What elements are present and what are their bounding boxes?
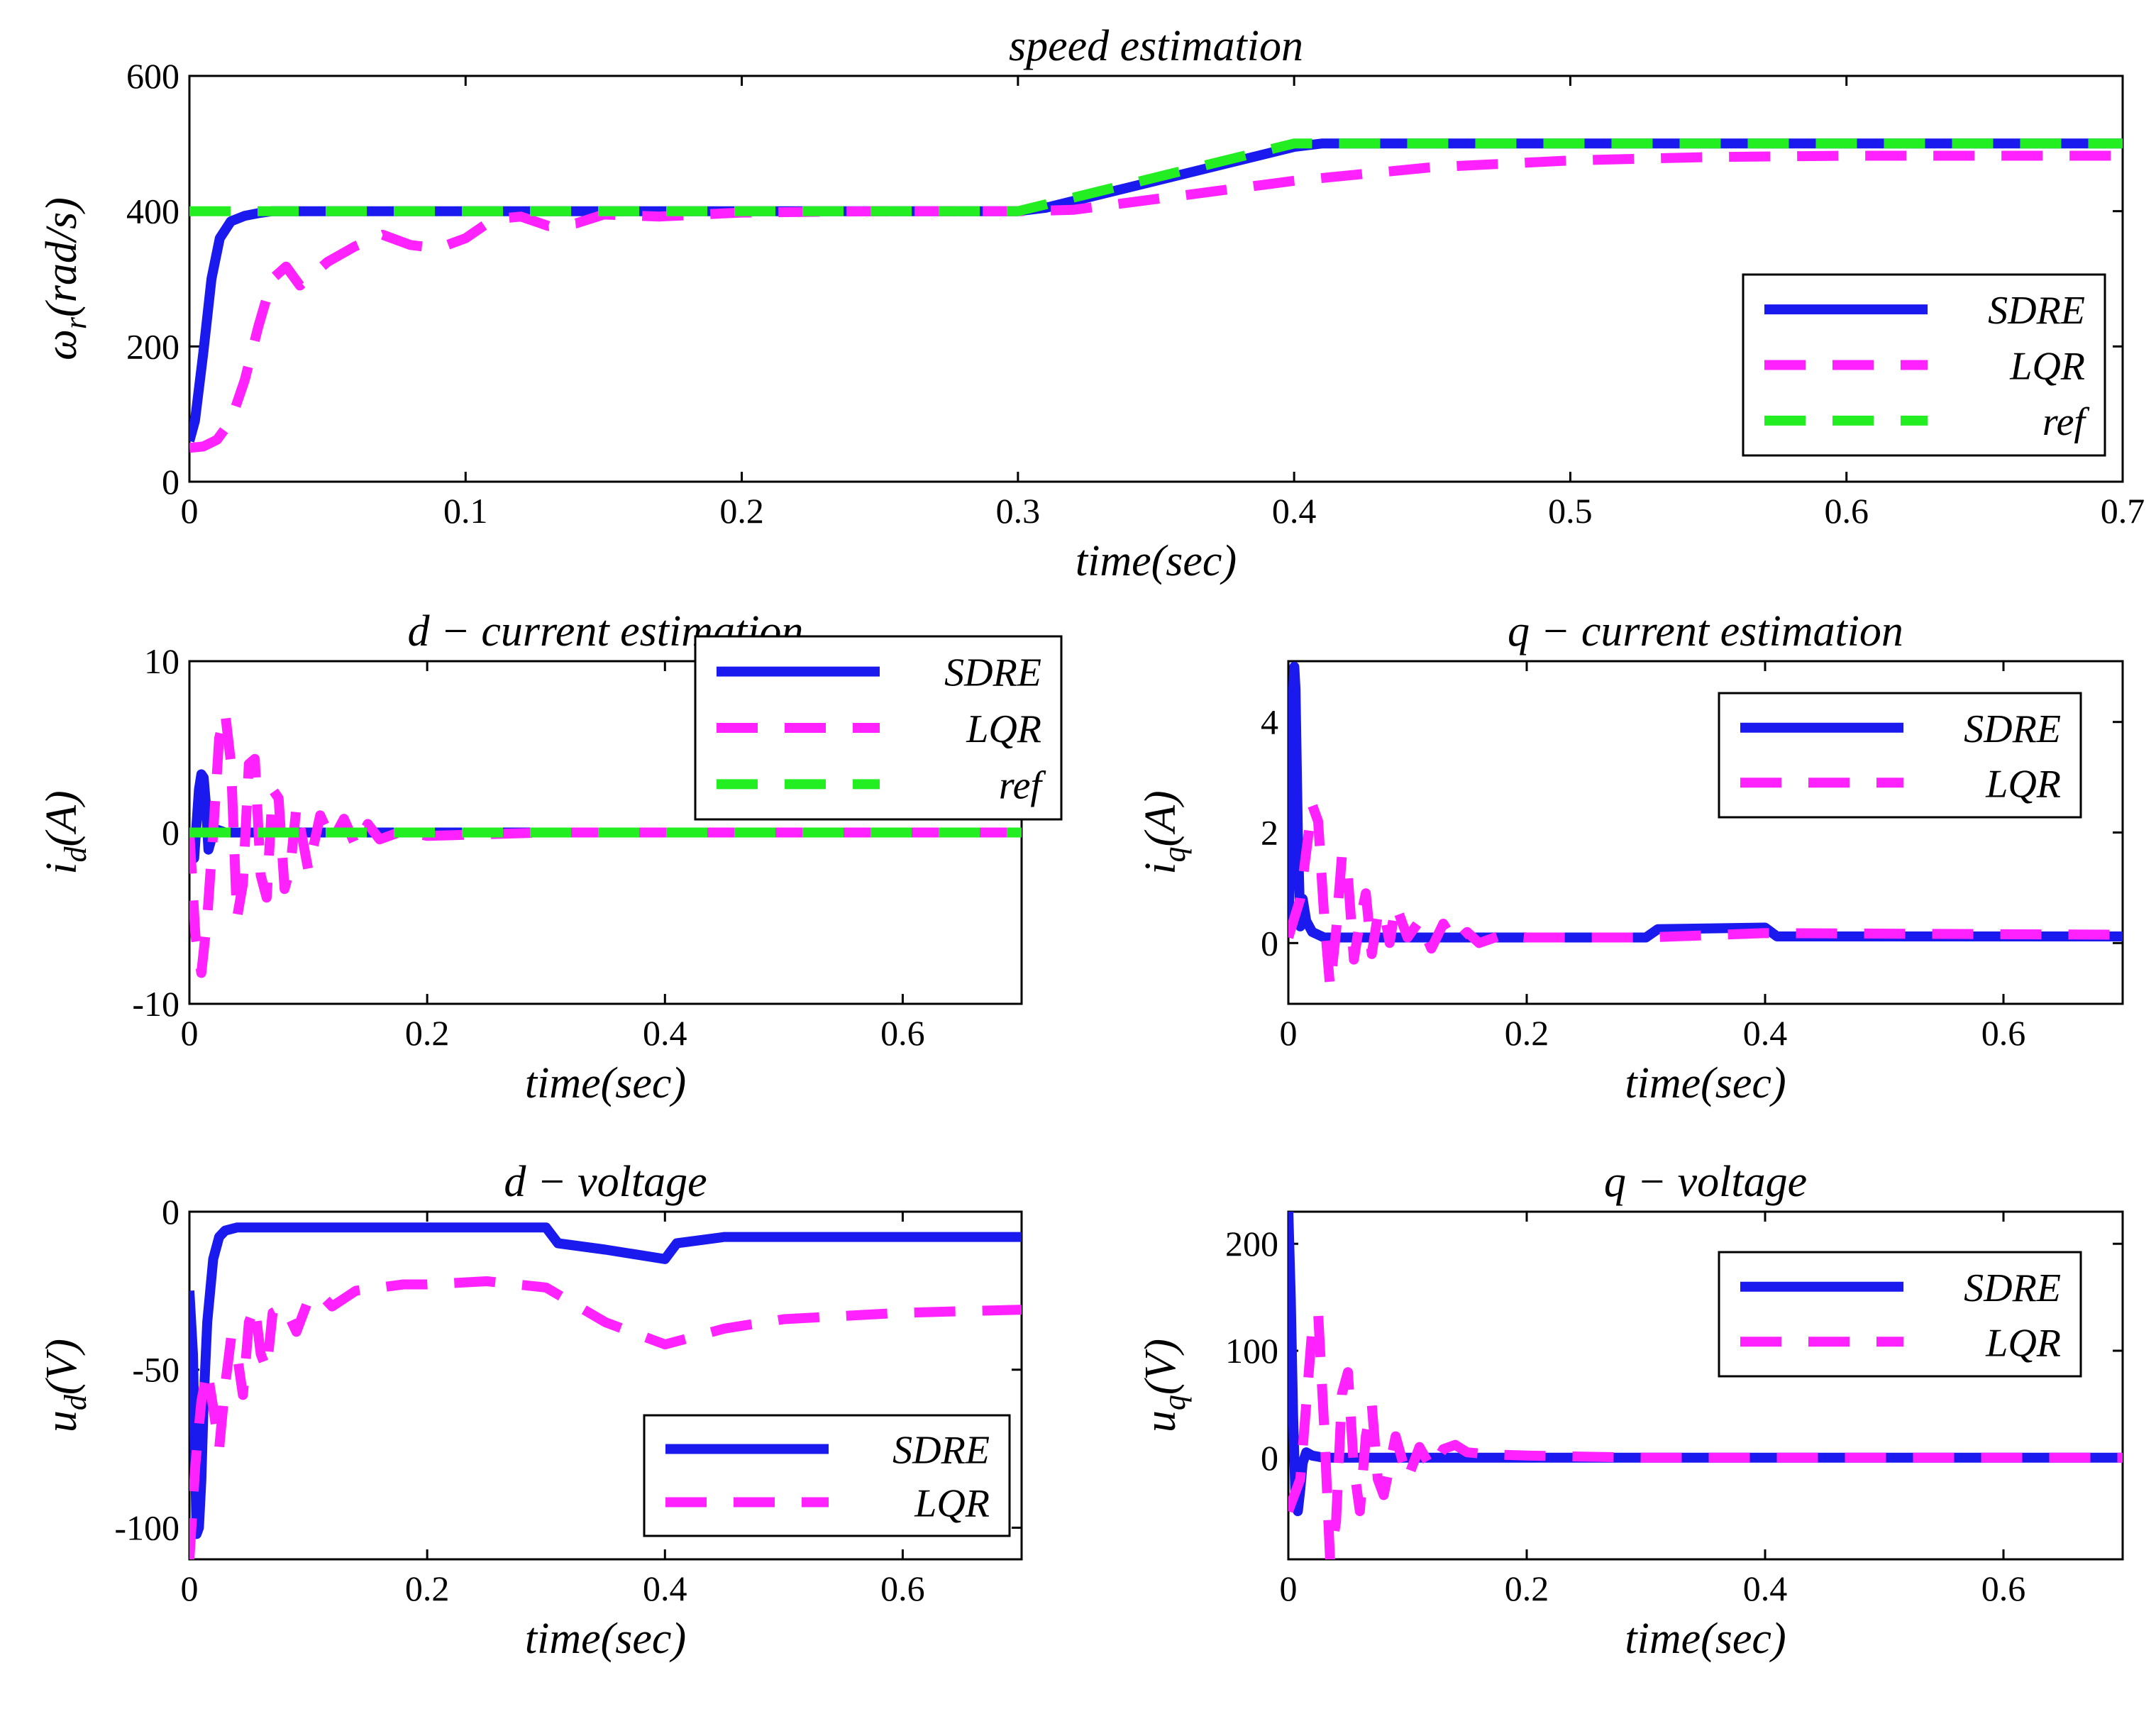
- y-tick-label: -100: [114, 1508, 179, 1547]
- y-axis-label: uq(V): [1137, 1339, 1192, 1432]
- y-axis-label: iq(A): [1137, 790, 1192, 874]
- legend-label-sdre: SDRE: [1988, 289, 2085, 333]
- y-tick-label: 0: [162, 813, 179, 853]
- x-tick-label: 0.1: [443, 491, 488, 531]
- y-tick-label: 200: [1225, 1224, 1278, 1263]
- x-tick-label: 0.6: [880, 1013, 925, 1053]
- y-tick-label: 0: [1261, 1438, 1278, 1478]
- x-tick-label: 0.4: [643, 1013, 687, 1053]
- y-tick-label: 0: [162, 1192, 179, 1232]
- legend-label-sdre: SDRE: [944, 651, 1041, 695]
- x-tick-label: 0.6: [880, 1569, 925, 1608]
- x-tick-label: 0.2: [405, 1569, 450, 1608]
- chart-title: q − voltage: [1604, 1158, 1807, 1206]
- series-line-lqr: [1288, 1308, 2123, 1559]
- series-line-lqr: [189, 1276, 1022, 1559]
- x-tick-label: 0.2: [1505, 1013, 1549, 1053]
- series-line-sdre: [1288, 661, 2123, 943]
- y-tick-label: 200: [126, 326, 179, 366]
- y-tick-label: -50: [132, 1350, 179, 1390]
- series-line-lqr: [189, 707, 1022, 978]
- chart-title: speed estimation: [1009, 22, 1303, 70]
- x-axis-label: time(sec): [525, 1615, 686, 1663]
- panel-speed-estimation: 0 0.1 0.2 0.3 0.4 0.5 0.6 0.7 0 200 400 600 speed es…: [38, 22, 2145, 585]
- legend-label-ref: ref: [2042, 400, 2091, 444]
- chart-title: q − current estimation: [1508, 607, 1903, 656]
- x-tick-label: 0: [181, 1013, 199, 1053]
- legend-box: [1718, 1251, 2082, 1378]
- y-tick-label: 2: [1261, 813, 1278, 853]
- legend-label-lqr: LQR: [1985, 1321, 2061, 1365]
- legend-label-sdre: SDRE: [1964, 1266, 2061, 1310]
- legend-box: [643, 1414, 1011, 1537]
- series-line-lqr: [1288, 800, 2123, 992]
- x-axis-label: time(sec): [1625, 1059, 1786, 1107]
- x-tick-label: 0.6: [1981, 1013, 2026, 1053]
- legend-label-lqr: LQR: [966, 707, 1041, 751]
- legend-label-lqr: LQR: [914, 1482, 990, 1526]
- x-tick-label: 0.4: [1743, 1013, 1788, 1053]
- series-line-ref: [189, 138, 2123, 216]
- y-tick-label: 0: [162, 462, 179, 502]
- x-tick-label: 0.6: [1981, 1569, 2026, 1608]
- x-axis-label: time(sec): [525, 1059, 686, 1107]
- x-tick-label: 0.3: [996, 491, 1041, 531]
- chart-title: d − voltage: [504, 1158, 707, 1206]
- legend-label-lqr: LQR: [2009, 345, 2085, 389]
- x-tick-label: 0.4: [1272, 491, 1317, 531]
- y-axis-label: ωr(rad/s): [38, 197, 93, 360]
- panel-d-voltage: 0 0.2 0.4 0.6 -100 -50 0 d − voltage time(sec) ud…: [38, 1158, 1023, 1663]
- x-tick-label: 0: [181, 491, 199, 531]
- y-tick-label: 0: [1261, 923, 1278, 963]
- x-axis-label: time(sec): [1625, 1615, 1786, 1663]
- x-tick-label: 0.4: [1743, 1569, 1788, 1608]
- y-axis-label: ud(V): [38, 1339, 93, 1432]
- x-tick-label: 0.5: [1548, 491, 1593, 531]
- series-line-sdre: [189, 1222, 1022, 1539]
- legend-box: [1718, 692, 2082, 819]
- x-tick-label: 0.2: [719, 491, 764, 531]
- x-tick-label: 0.6: [1824, 491, 1869, 531]
- x-axis-label: time(sec): [1076, 537, 1237, 585]
- x-tick-label: 0.7: [2101, 491, 2145, 531]
- y-tick-label: 4: [1261, 702, 1278, 742]
- x-tick-label: 0.2: [1505, 1569, 1549, 1608]
- y-tick-label: -10: [132, 984, 179, 1024]
- legend-label-sdre: SDRE: [892, 1429, 990, 1473]
- x-tick-label: 0.4: [643, 1569, 687, 1608]
- x-tick-label: 0: [1280, 1569, 1298, 1608]
- panel-q-voltage: 0 0.2 0.4 0.6 0 100 200 q − voltage time(sec) uq(…: [1137, 1158, 2124, 1663]
- panel-q-current-estimation: 0 0.2 0.4 0.6 0 2 4 q − current estimation time(…: [1137, 607, 2124, 1107]
- y-tick-label: 600: [126, 56, 179, 96]
- x-tick-label: 0: [1280, 1013, 1298, 1053]
- x-tick-label: 0.2: [405, 1013, 450, 1053]
- y-tick-label: 100: [1225, 1331, 1278, 1371]
- legend-label-lqr: LQR: [1985, 762, 2061, 806]
- y-tick-label: 400: [126, 192, 179, 231]
- x-tick-label: 0: [181, 1569, 199, 1608]
- legend-label-ref: ref: [999, 763, 1047, 807]
- legend-label-sdre: SDRE: [1964, 707, 2061, 751]
- y-axis-label: id(A): [38, 790, 93, 874]
- y-tick-label: 10: [144, 641, 179, 681]
- series-line-lqr: [189, 150, 2123, 453]
